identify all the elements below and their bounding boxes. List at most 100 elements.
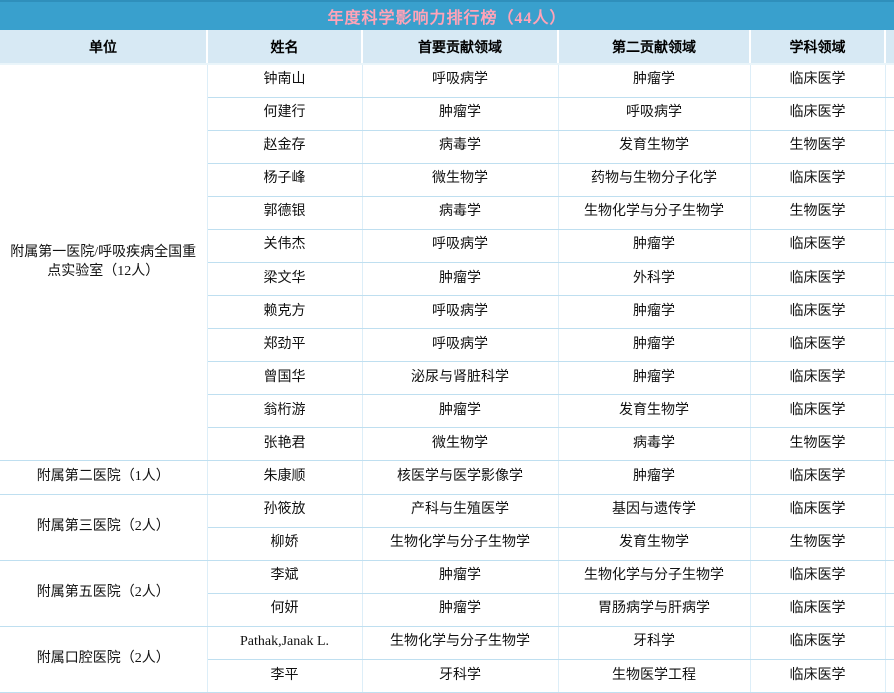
ranking-table: 单位 姓名 首要贡献领域 第二贡献领域 学科领域 附属第一医院/呼吸疾病全国重点…	[0, 30, 894, 693]
table-title: 年度科学影响力排行榜（44人）	[327, 10, 567, 27]
secondary-field-cell: 肿瘤学	[557, 228, 751, 263]
secondary-field-cell: 病毒学	[557, 427, 751, 462]
cutoff-sliver-cell	[884, 361, 894, 396]
secondary-field-cell: 肿瘤学	[557, 361, 751, 396]
discipline-field-cell: 生物医学	[749, 129, 886, 164]
secondary-field-cell: 肿瘤学	[557, 328, 751, 363]
table-row: 张艳君 微生物学 病毒学 生物医学	[0, 427, 894, 462]
secondary-field-cell: 生物化学与分子生物学	[557, 195, 751, 230]
discipline-field-cell: 临床医学	[749, 295, 886, 330]
secondary-field-cell: 发育生物学	[557, 394, 751, 429]
table-row: 郑劲平 呼吸病学 肿瘤学 临床医学	[0, 328, 894, 363]
table-title-bar: 年度科学影响力排行榜（44人）	[0, 0, 894, 30]
secondary-field-cell: 药物与生物分子化学	[557, 162, 751, 197]
cutoff-sliver-cell	[884, 526, 894, 561]
primary-field-cell: 牙科学	[361, 658, 559, 693]
discipline-field-cell: 临床医学	[749, 493, 886, 528]
name-cell: 何建行	[207, 96, 363, 131]
cutoff-sliver-cell	[884, 394, 894, 429]
discipline-field-cell: 临床医学	[749, 394, 886, 429]
table-row: 附属第五医院（2人） 李斌 肿瘤学 生物化学与分子生物学 临床医学	[0, 559, 894, 627]
secondary-field-cell: 发育生物学	[557, 129, 751, 164]
name-cell: 李斌	[206, 559, 363, 594]
primary-field-cell: 肿瘤学	[361, 592, 559, 627]
table-row: 杨子峰 微生物学 药物与生物分子化学 临床医学	[0, 162, 894, 197]
primary-field-cell: 肿瘤学	[361, 394, 559, 429]
secondary-field-cell: 肿瘤学	[557, 295, 751, 330]
primary-field-cell: 病毒学	[361, 195, 559, 230]
name-cell: Pathak,Janak L.	[206, 625, 363, 660]
cutoff-sliver-cell	[884, 162, 894, 197]
discipline-field-cell: 生物医学	[749, 427, 886, 462]
table-row: 关伟杰 呼吸病学 肿瘤学 临床医学	[0, 228, 894, 263]
discipline-field-cell: 临床医学	[749, 658, 886, 693]
secondary-field-cell: 发育生物学	[557, 526, 751, 561]
cutoff-sliver-cell	[884, 559, 894, 594]
name-cell: 曾国华	[207, 361, 363, 396]
table-row: 曾国华 泌尿与肾脏科学 肿瘤学 临床医学	[0, 361, 894, 396]
discipline-field-cell: 临床医学	[749, 592, 886, 627]
name-cell: 李平	[207, 658, 363, 693]
discipline-field-cell: 生物医学	[749, 526, 886, 561]
primary-field-cell: 生物化学与分子生物学	[361, 526, 559, 561]
discipline-field-cell: 临床医学	[749, 559, 886, 594]
primary-field-cell: 肿瘤学	[361, 261, 559, 297]
header-row: 单位 姓名 首要贡献领域 第二贡献领域 学科领域	[0, 30, 894, 65]
primary-field-cell: 泌尿与肾脏科学	[361, 361, 559, 396]
secondary-field-cell: 呼吸病学	[557, 96, 751, 131]
name-cell: 柳娇	[207, 526, 363, 561]
discipline-field-cell: 临床医学	[749, 625, 886, 660]
discipline-field-cell: 临床医学	[749, 162, 886, 197]
primary-field-cell: 微生物学	[361, 427, 559, 462]
name-cell: 孙筱放	[206, 493, 363, 528]
name-cell: 梁文华	[207, 261, 363, 297]
header-cutoff-sliver	[884, 30, 894, 65]
table-row: 梁文华 肿瘤学 外科学 临床医学	[0, 261, 894, 297]
cutoff-sliver-cell	[884, 328, 894, 363]
header-secondary-field: 第二贡献领域	[557, 30, 751, 65]
secondary-field-cell: 肿瘤学	[557, 64, 751, 98]
discipline-field-cell: 临床医学	[749, 460, 886, 495]
secondary-field-cell: 生物化学与分子生物学	[557, 559, 751, 594]
table-row: 附属第二医院（1人） 朱康顺 核医学与医学影像学 肿瘤学 临床医学	[0, 460, 894, 495]
primary-field-cell: 核医学与医学影像学	[361, 460, 559, 495]
name-cell: 朱康顺	[206, 460, 363, 495]
table-row: 附属第一医院/呼吸疾病全国重点实验室（12人） 钟南山 呼吸病学 肿瘤学 临床医学	[0, 64, 894, 462]
table-row: 附属口腔医院（2人） Pathak,Janak L. 生物化学与分子生物学 牙科学 临床…	[0, 625, 894, 693]
cutoff-sliver-cell	[884, 195, 894, 230]
cutoff-sliver-cell	[884, 96, 894, 131]
header-name: 姓名	[206, 30, 363, 65]
discipline-field-cell: 临床医学	[749, 228, 886, 263]
table-row: 李平 牙科学 生物医学工程 临床医学	[0, 658, 894, 693]
name-cell: 何妍	[207, 592, 363, 627]
discipline-field-cell: 临床医学	[749, 96, 886, 131]
discipline-field-cell: 临床医学	[749, 64, 886, 98]
table-row: 翁桁游 肿瘤学 发育生物学 临床医学	[0, 394, 894, 429]
name-cell: 赖克方	[207, 295, 363, 330]
name-cell: 郭德银	[207, 195, 363, 230]
table-row: 赖克方 呼吸病学 肿瘤学 临床医学	[0, 295, 894, 330]
table-row: 柳娇 生物化学与分子生物学 发育生物学 生物医学	[0, 526, 894, 561]
unit-cell: 附属口腔医院（2人）	[0, 625, 208, 693]
primary-field-cell: 呼吸病学	[361, 328, 559, 363]
discipline-field-cell: 临床医学	[749, 328, 886, 363]
cutoff-sliver-cell	[884, 427, 894, 462]
name-cell: 张艳君	[207, 427, 363, 462]
cutoff-sliver-cell	[884, 460, 894, 495]
discipline-field-cell: 生物医学	[749, 195, 886, 230]
cutoff-sliver-cell	[884, 261, 894, 297]
unit-cell: 附属第一医院/呼吸疾病全国重点实验室（12人）	[0, 64, 208, 462]
primary-field-cell: 呼吸病学	[361, 295, 559, 330]
secondary-field-cell: 牙科学	[557, 625, 751, 660]
discipline-field-cell: 临床医学	[749, 261, 886, 297]
secondary-field-cell: 胃肠病学与肝病学	[557, 592, 751, 627]
unit-cell: 附属第三医院（2人）	[0, 493, 208, 561]
cutoff-sliver-cell	[884, 228, 894, 263]
unit-cell: 附属第二医院（1人）	[0, 460, 208, 495]
cutoff-sliver-cell	[884, 64, 894, 98]
primary-field-cell: 病毒学	[361, 129, 559, 164]
primary-field-cell: 呼吸病学	[361, 64, 559, 98]
primary-field-cell: 生物化学与分子生物学	[361, 625, 559, 660]
secondary-field-cell: 外科学	[557, 261, 751, 297]
